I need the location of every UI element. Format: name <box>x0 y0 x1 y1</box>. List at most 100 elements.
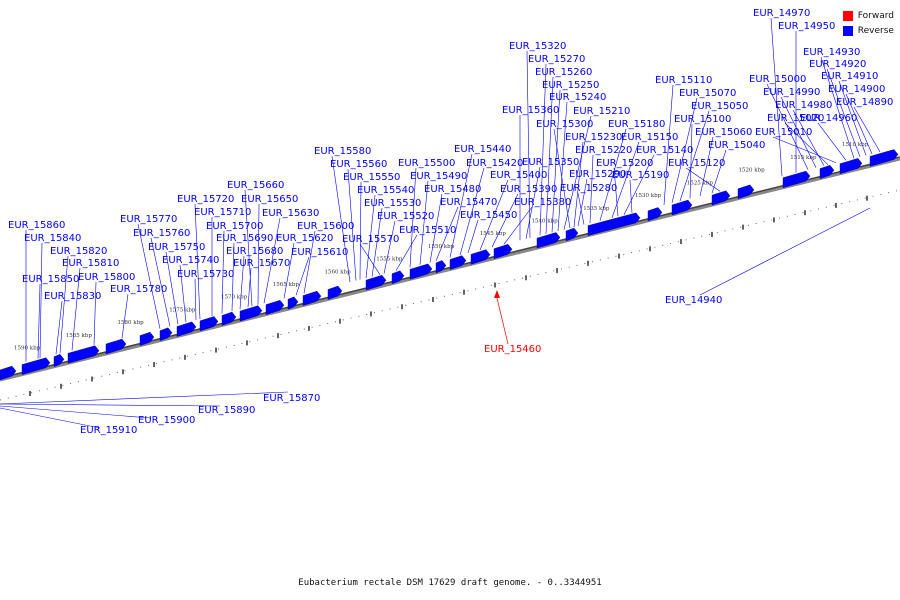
gene-reverse-22 <box>536 232 561 249</box>
gene-leader-line <box>194 203 201 319</box>
gene-label: EUR_15060 <box>695 127 752 138</box>
gene-label: EUR_15560 <box>330 159 387 170</box>
gene-label: EUR_15190 <box>612 170 669 181</box>
gene-leader-line <box>679 110 710 202</box>
gene-leader-line <box>467 219 479 254</box>
gene-reverse-10 <box>239 305 263 322</box>
gene-leader-line <box>826 68 861 157</box>
axis-tick-label: 1575 kbp <box>169 307 196 313</box>
gene-label: EUR_15040 <box>708 140 765 151</box>
gene-label: EUR_15780 <box>110 284 167 295</box>
gene-label: EUR_14980 <box>775 100 832 111</box>
gene-label: EUR_15500 <box>398 158 455 169</box>
gene-reverse-17 <box>409 263 433 280</box>
gene-leader-line <box>611 141 640 218</box>
gene-leader-line <box>359 181 362 280</box>
legend-item-reverse: Reverse <box>842 23 894 38</box>
gene-label: EUR_15890 <box>198 405 255 416</box>
gene-reverse-12 <box>287 296 299 310</box>
gene-label: EUR_15910 <box>80 425 137 436</box>
gene-leader-line-forward <box>496 297 509 345</box>
gene-leader-line <box>589 154 594 224</box>
gene-reverse-23 <box>565 227 579 242</box>
gene-leader-line <box>150 237 171 327</box>
gene-label: EUR_15050 <box>691 101 748 112</box>
gene-leader-line <box>689 123 693 199</box>
gene-label: EUR_15150 <box>621 132 678 143</box>
gene-leader-line <box>577 192 585 225</box>
gene-label: EUR_15750 <box>148 242 205 253</box>
gene-leader-line <box>194 278 197 320</box>
gene-leader-line <box>545 76 554 234</box>
gene-leader-line <box>613 167 619 217</box>
gene-label: EUR_15270 <box>528 54 585 65</box>
gene-reverse-0 <box>0 365 17 381</box>
gene-label: EUR_14990 <box>763 87 820 98</box>
axis-tick-label: 1525 kbp <box>687 180 714 186</box>
axis-tick-label: 1515 kbp <box>790 155 817 161</box>
gene-reverse-9 <box>221 311 237 326</box>
gene-leader-line <box>525 166 541 239</box>
gene-label: EUR_15770 <box>120 214 177 225</box>
gene-leader-line <box>303 230 316 294</box>
gene-leader-line <box>0 405 151 419</box>
axis-tick-label: 1530 kbp <box>635 193 662 199</box>
gene-leader-line <box>137 223 161 329</box>
gene-label: EUR_14960 <box>800 113 857 124</box>
gene-leader-line <box>165 251 179 325</box>
gene-reverse-32 <box>869 149 899 167</box>
gene-leader-line <box>772 136 837 163</box>
gene-reverse-18 <box>435 260 447 274</box>
gene-leader-line <box>853 106 881 153</box>
gene-label: EUR_15300 <box>536 119 593 130</box>
gene-label: EUR_15230 <box>565 132 622 143</box>
gene-label: EUR_15140 <box>636 145 693 156</box>
gene-reverse-1 <box>21 357 51 375</box>
gene-leader-line <box>39 242 43 359</box>
gene-label: EUR_14920 <box>809 59 866 70</box>
gene-label: EUR_15900 <box>138 415 195 426</box>
gene-label: EUR_15020 <box>767 113 824 124</box>
gene-leader-line <box>817 122 847 161</box>
gene-label: EUR_15600 <box>297 221 354 232</box>
gene-label: EUR_15480 <box>424 184 481 195</box>
gene-label: EUR_15530 <box>364 198 421 209</box>
gene-reverse-7 <box>176 321 197 337</box>
gene-leader-line <box>283 242 295 299</box>
gene-leader-line <box>221 230 225 314</box>
gene-leader-line <box>699 136 714 197</box>
gene-label: EUR_15420 <box>466 158 523 169</box>
gene-leader-line <box>671 97 698 204</box>
gene-reverse-30 <box>819 164 835 179</box>
gene-reverse-19 <box>449 255 467 270</box>
axis-tick-label: 1565 kbp <box>273 282 300 288</box>
gene-reverse-2 <box>53 354 65 368</box>
gene-reverse-5 <box>139 331 155 346</box>
gene-leader-line <box>59 255 69 354</box>
gene-label: EUR_15850 <box>22 274 79 285</box>
gene-label: EUR_15180 <box>608 119 665 130</box>
gene-label: EUR_15440 <box>454 144 511 155</box>
gene-reverse-14 <box>327 285 343 300</box>
gene-label: EUR_15550 <box>343 172 400 183</box>
gene-leader-line <box>0 391 289 405</box>
legend-swatch-reverse <box>842 25 853 36</box>
gene-forward-marker <box>494 290 500 298</box>
gene-reverse-29 <box>782 170 811 188</box>
gene-leader-line <box>563 115 592 230</box>
gene-leader-line <box>577 178 588 227</box>
gene-label: EUR_15760 <box>133 228 190 239</box>
gene-label: EUR_15350 <box>522 157 579 168</box>
gene-leader-line <box>699 207 871 296</box>
gene-label: EUR_15120 <box>668 158 725 169</box>
gene-label: EUR_15800 <box>78 272 135 283</box>
gene-label: EUR_15200 <box>596 158 653 169</box>
gene-leader-line <box>551 89 561 233</box>
gene-leader-line <box>0 407 101 429</box>
gene-leader-line <box>539 63 547 236</box>
gene-leader-line <box>459 167 485 256</box>
gene-label: EUR_15730 <box>177 269 234 280</box>
gene-leader-line <box>784 122 829 165</box>
gene-reverse-28 <box>737 184 755 200</box>
